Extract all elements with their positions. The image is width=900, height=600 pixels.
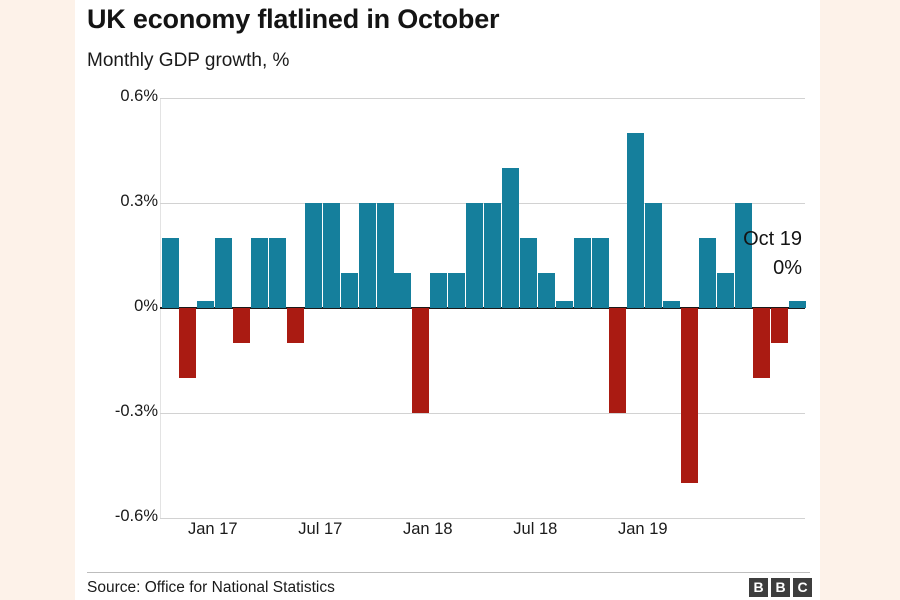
bbc-logo-letter-1: B [749,578,768,597]
bar [340,273,358,308]
y-axis-tick-label: -0.6% [114,507,158,525]
chart-card: UK economy flatlined in October Monthly … [75,0,820,600]
bar [591,238,609,308]
gridline [160,98,805,99]
bbc-logo-letter-3: C [793,578,812,597]
bbc-logo-letter-2: B [771,578,790,597]
x-axis-tick-label: Jul 17 [298,520,343,538]
y-axis-tick-label: 0.3% [120,192,158,210]
bar [573,238,591,308]
bar [448,273,466,308]
bar [215,238,233,308]
bar [752,308,770,378]
page-title: UK economy flatlined in October [87,4,500,34]
bar-series [160,98,806,518]
bar [537,273,555,308]
bar [645,203,663,308]
x-axis-tick-label: Jan 19 [618,520,668,538]
y-axis-tick-label: -0.3% [114,402,158,420]
bar [322,203,340,308]
x-axis-tick-label: Jul 18 [513,520,558,538]
x-axis-tick-label: Jan 17 [188,520,238,538]
gridline [160,413,805,414]
zero-line [160,307,805,309]
bar [358,203,376,308]
bar [197,301,215,308]
bar [161,238,179,308]
bar [734,203,752,308]
gridline [160,518,805,519]
bar [304,203,322,308]
bar [412,308,430,413]
bar [699,238,716,308]
bar [179,308,197,378]
chart-subtitle: Monthly GDP growth, % [87,50,290,71]
bar [286,308,304,343]
bar [466,203,484,308]
bbc-logo: B B C [749,578,812,597]
bar [430,273,448,308]
footer-divider [87,572,810,573]
y-axis-tick-label: 0% [134,297,158,315]
bar [663,301,681,308]
annotation-label: Oct 19 [743,228,802,250]
bar [269,238,286,308]
y-axis-tick-label: 0.6% [120,87,158,105]
bar [251,238,269,308]
bar [770,308,788,343]
bar [394,273,412,308]
source-text: Source: Office for National Statistics [87,579,335,596]
bar [519,238,537,308]
bar [233,308,251,343]
bar [681,308,699,483]
x-axis-tick-label: Jan 18 [403,520,453,538]
bar [627,133,645,308]
annotation-value: 0% [773,257,802,279]
bar [376,203,394,308]
bar [484,203,501,308]
plot-area: 0.6% 0.3% 0% -0.3% -0.6% [105,87,806,525]
bar [555,301,573,308]
x-axis-labels: Jan 17 Jul 17 Jan 18 Jul 18 Jan 19 [105,520,805,550]
bar [609,308,627,413]
bar [716,273,734,308]
bar [501,168,519,308]
bar [788,301,806,308]
annotation-oct19: Oct 19 0% [692,225,802,283]
